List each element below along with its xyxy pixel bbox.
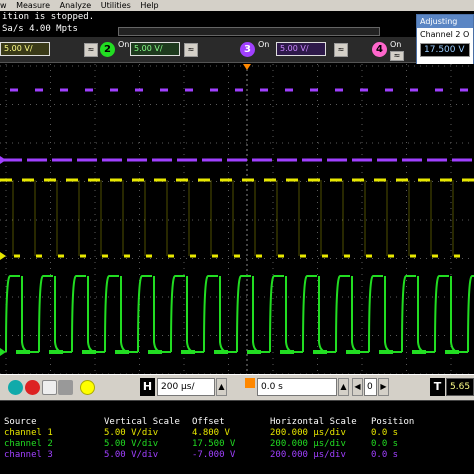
stop-icon[interactable] — [25, 380, 40, 395]
adjusting-title: Adjusting — [417, 15, 473, 28]
channel-1-coupling-icon[interactable]: ≈ — [84, 43, 98, 57]
row-source: channel 1 — [4, 428, 53, 438]
channel-2-trace — [5, 275, 474, 353]
header-vertical-scale: Vertical Scale — [104, 417, 180, 427]
waveform-canvas — [0, 64, 474, 375]
channel-3-ground-marker — [0, 156, 6, 164]
channel-2-controls: On 5.00 V/ ≈ 3 — [118, 40, 255, 60]
menu-item-analyze[interactable]: Analyze — [59, 1, 92, 10]
zoom-right-button[interactable]: ▶ — [378, 378, 389, 396]
channel-4-controls: On ≈ — [390, 40, 416, 61]
channel-1-scale[interactable]: 5.00 V/ — [0, 42, 50, 56]
adjusting-value-field[interactable]: 17.500 V — [420, 43, 470, 57]
row-vertical-scale: 5.00 V/div — [104, 450, 159, 460]
row-position: 0.0 s — [371, 450, 399, 460]
channel-2-on-label[interactable]: On — [118, 40, 130, 49]
row-horizontal-scale: 200.000 µs/div — [270, 450, 346, 460]
header-horizontal-scale: Horizontal Scale — [270, 417, 357, 427]
menu-bar: w Measure Analyze Utilities Help — [0, 0, 474, 11]
sample-rate-text: Sa/s 4.00 Mpts — [2, 24, 78, 34]
delay-spinner[interactable]: ▲ — [338, 378, 349, 396]
delay-trigger-icon — [245, 378, 255, 388]
horizontal-scale-field[interactable]: 200 µs/ — [157, 378, 215, 396]
single-icon[interactable] — [42, 380, 57, 395]
table-header: Source Vertical Scale Offset Horizontal … — [0, 417, 474, 428]
horizontal-scale-spinner[interactable]: ▲ — [216, 378, 227, 396]
row-position: 0.0 s — [371, 428, 399, 438]
channel-3-coupling-icon[interactable]: ≈ — [334, 43, 348, 57]
channel-1-ground-marker — [0, 252, 6, 260]
adjusting-label: Channel 2 O — [420, 30, 470, 39]
run-icon[interactable] — [8, 380, 23, 395]
row-offset: 17.500 V — [192, 439, 236, 449]
menu-item-measure[interactable]: Measure — [16, 1, 51, 10]
channel-3-controls: On 5.00 V/ ≈ 4 — [258, 40, 387, 60]
channel-4-coupling-icon[interactable]: ≈ — [390, 51, 404, 61]
table-row: channel 2 5.00 V/div 17.500 V 200.000 µs… — [0, 439, 474, 450]
row-horizontal-scale: 200.000 µs/div — [270, 439, 346, 449]
print-icon[interactable] — [58, 380, 73, 395]
settings-table: Source Vertical Scale Offset Horizontal … — [0, 400, 474, 474]
header-source: Source — [4, 417, 37, 427]
channel-1-controls: 5.00 V/ ≈ 2 — [0, 40, 116, 60]
channel-3-on-label[interactable]: On — [258, 40, 270, 49]
row-source: channel 3 — [4, 450, 53, 460]
channel-1-edges — [12, 180, 454, 256]
row-offset: 4.800 V — [192, 428, 230, 438]
menu-item-window[interactable]: w — [0, 1, 7, 10]
table-row: channel 3 5.00 V/div -7.000 V 200.000 µs… — [0, 450, 474, 461]
memory-overview-bar — [118, 27, 380, 42]
menu-item-help[interactable]: Help — [140, 1, 159, 10]
row-offset: -7.000 V — [192, 450, 236, 460]
row-vertical-scale: 5.00 V/div — [104, 439, 159, 449]
delay-field[interactable]: 0.0 s — [257, 378, 337, 396]
menu-item-utilities[interactable]: Utilities — [100, 1, 131, 10]
zoom-left-button[interactable]: ◀ — [352, 378, 363, 396]
trigger-position-marker — [243, 64, 251, 70]
row-vertical-scale: 5.00 V/div — [104, 428, 159, 438]
row-position: 0.0 s — [371, 439, 399, 449]
row-source: channel 2 — [4, 439, 53, 449]
acquisition-status-text: ition is stopped. — [2, 12, 95, 22]
channel-1-trace — [0, 178, 474, 258]
channel-3-number[interactable]: 3 — [240, 42, 255, 57]
channel-2-scale[interactable]: 5.00 V/ — [130, 42, 180, 56]
channel-setup-bar: 5.00 V/ ≈ 2 On 5.00 V/ ≈ 3 On 5.00 V/ ≈ … — [0, 37, 474, 63]
header-offset: Offset — [192, 417, 225, 427]
channel-2-ground-marker — [0, 348, 6, 356]
horizontal-label: H — [140, 378, 155, 396]
channel-4-number[interactable]: 4 — [372, 42, 387, 57]
trigger-level-field[interactable]: 5.65 — [446, 378, 474, 396]
channel-2-number[interactable]: 2 — [100, 42, 115, 57]
channel-4-on-label[interactable]: On — [390, 40, 402, 49]
row-horizontal-scale: 200.000 µs/div — [270, 428, 346, 438]
trigger-label: T — [430, 378, 445, 396]
channel-3-scale[interactable]: 5.00 V/ — [276, 42, 326, 56]
header-position: Position — [371, 417, 415, 427]
waveform-display[interactable] — [0, 64, 474, 375]
zoom-field[interactable]: 0 — [364, 378, 377, 396]
channel-2-coupling-icon[interactable]: ≈ — [184, 43, 198, 57]
table-row: channel 1 5.00 V/div 4.800 V 200.000 µs/… — [0, 428, 474, 439]
autoscale-icon[interactable] — [80, 380, 95, 395]
bottom-toolbar: H 200 µs/ ▲ 0.0 s ▲ ◀ 0 ▶ T 5.65 — [0, 374, 474, 400]
